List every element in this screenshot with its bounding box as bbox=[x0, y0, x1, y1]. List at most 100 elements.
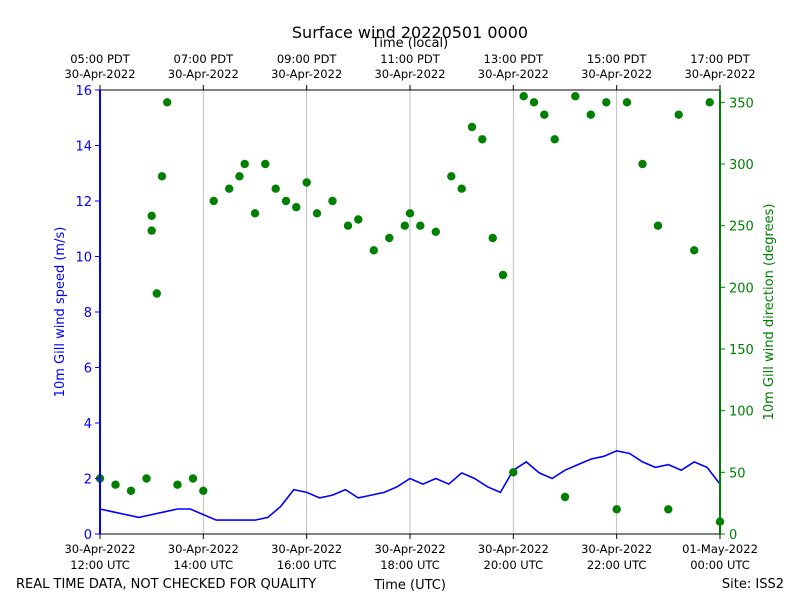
bottom-tick-time: 22:00 UTC bbox=[587, 558, 647, 572]
top-tick-date: 30-Apr-2022 bbox=[684, 67, 755, 81]
left-axis-label: 10m Gill wind speed (m/s) bbox=[53, 227, 68, 398]
wind-direction-point bbox=[664, 505, 673, 514]
wind-direction-point bbox=[147, 211, 156, 220]
left-tick-label: 12 bbox=[75, 195, 92, 210]
site-label: Site: ISS2 bbox=[722, 577, 784, 592]
top-tick-date: 30-Apr-2022 bbox=[271, 67, 342, 81]
wind-direction-point bbox=[498, 270, 508, 280]
bottom-tick-time: 18:00 UTC bbox=[380, 558, 440, 572]
bottom-tick-time: 12:00 UTC bbox=[70, 558, 130, 572]
wind-direction-point bbox=[653, 221, 663, 230]
right-tick-label: 300 bbox=[729, 158, 754, 173]
top-tick-time: 11:00 PDT bbox=[380, 52, 441, 66]
left-tick-label: 10 bbox=[75, 251, 92, 266]
left-tick-label: 8 bbox=[84, 306, 92, 321]
wind-direction-point bbox=[147, 226, 156, 235]
wind-speed-series bbox=[99, 449, 721, 521]
top-tick-time: 17:00 PDT bbox=[690, 52, 751, 66]
wind-direction-point bbox=[602, 98, 611, 107]
wind-direction-point bbox=[622, 98, 632, 107]
bottom-tick-date: 30-Apr-2022 bbox=[581, 542, 652, 556]
right-tick-label: 150 bbox=[729, 343, 754, 358]
top-axis-label: Time (local) bbox=[371, 36, 448, 51]
wind-direction-point bbox=[209, 196, 218, 206]
x-axis-label: Time (UTC) bbox=[373, 578, 446, 593]
wind-direction-point bbox=[163, 98, 172, 107]
wind-direction-point bbox=[188, 474, 198, 483]
wind-direction-point bbox=[705, 98, 714, 107]
wind-direction-point bbox=[302, 178, 311, 187]
wind-direction-point bbox=[173, 480, 182, 489]
wind-direction-point bbox=[235, 172, 244, 181]
wind-direction-point bbox=[674, 110, 683, 119]
left-tick-label: 4 bbox=[84, 417, 92, 432]
bottom-tick-time: 16:00 UTC bbox=[277, 558, 337, 572]
top-tick-time: 09:00 PDT bbox=[277, 52, 338, 66]
wind-direction-point bbox=[199, 486, 208, 495]
wind-direction-point bbox=[560, 492, 570, 502]
wind-direction-point bbox=[369, 246, 378, 255]
right-tick-label: 350 bbox=[729, 96, 754, 111]
wind-direction-point bbox=[385, 233, 394, 243]
top-tick-time: 07:00 PDT bbox=[174, 52, 235, 66]
quality-disclaimer: REAL TIME DATA, NOT CHECKED FOR QUALITY bbox=[16, 577, 316, 592]
wind-direction-point bbox=[447, 172, 456, 181]
wind-direction-point bbox=[519, 92, 528, 101]
wind-direction-point bbox=[157, 172, 167, 181]
left-tick-label: 6 bbox=[84, 362, 92, 377]
wind-direction-point bbox=[312, 209, 322, 218]
wind-direction-point bbox=[405, 209, 415, 218]
top-tick-time: 05:00 PDT bbox=[70, 52, 131, 66]
left-tick-label: 16 bbox=[75, 84, 92, 99]
top-tick-date: 30-Apr-2022 bbox=[64, 67, 135, 81]
bottom-axis-ticks: 30-Apr-2022 12:00 UTC 30-Apr-2022 14:00 UTC… bbox=[64, 534, 758, 572]
wind-direction-point bbox=[261, 159, 270, 169]
wind-direction-point bbox=[638, 159, 647, 169]
top-tick-time: 13:00 PDT bbox=[484, 52, 545, 66]
right-tick-label: 100 bbox=[729, 405, 754, 420]
wind-direction-point bbox=[457, 184, 466, 193]
wind-direction-point bbox=[612, 505, 621, 514]
right-axis-ticks: 0 50 100 150 200 250 300 350 bbox=[720, 96, 754, 543]
bottom-tick-date: 30-Apr-2022 bbox=[271, 542, 342, 556]
right-tick-label: 0 bbox=[729, 528, 737, 543]
left-tick-label: 2 bbox=[84, 473, 92, 488]
wind-direction-point bbox=[529, 98, 539, 107]
wind-direction-point bbox=[343, 221, 353, 230]
left-tick-label: 14 bbox=[75, 140, 92, 155]
right-tick-label: 50 bbox=[729, 466, 746, 481]
wind-speed-line bbox=[99, 449, 721, 521]
right-tick-label: 200 bbox=[729, 281, 754, 296]
wind-direction-point bbox=[571, 92, 580, 101]
grid-lines bbox=[202, 90, 618, 534]
wind-direction-point bbox=[431, 227, 440, 236]
wind-direction-point bbox=[271, 184, 280, 193]
wind-direction-point bbox=[416, 221, 425, 230]
right-tick-label: 250 bbox=[729, 220, 754, 235]
top-tick-date: 30-Apr-2022 bbox=[581, 67, 652, 81]
bottom-tick-date: 30-Apr-2022 bbox=[64, 542, 135, 556]
wind-direction-series bbox=[95, 92, 725, 526]
bottom-tick-date: 01-May-2022 bbox=[682, 542, 758, 556]
left-tick-label: 0 bbox=[84, 528, 92, 543]
wind-direction-point bbox=[126, 486, 136, 495]
wind-direction-point bbox=[281, 196, 291, 206]
wind-direction-point bbox=[225, 184, 234, 193]
wind-direction-point bbox=[540, 110, 549, 119]
top-tick-time: 15:00 PDT bbox=[587, 52, 648, 66]
wind-direction-point bbox=[328, 196, 337, 206]
wind-direction-point bbox=[478, 135, 487, 144]
left-axis-ticks: 0 2 4 6 8 10 12 14 16 bbox=[75, 84, 100, 543]
wind-direction-point bbox=[509, 468, 518, 477]
wind-direction-point bbox=[488, 233, 497, 243]
bottom-tick-date: 30-Apr-2022 bbox=[374, 542, 445, 556]
right-axis-label: 10m Gill wind direction (degrees) bbox=[762, 204, 777, 421]
bottom-tick-time: 00:00 UTC bbox=[690, 558, 750, 572]
bottom-tick-date: 30-Apr-2022 bbox=[168, 542, 239, 556]
bottom-tick-time: 14:00 UTC bbox=[174, 558, 234, 572]
wind-direction-point bbox=[400, 221, 409, 230]
bottom-tick-date: 30-Apr-2022 bbox=[478, 542, 549, 556]
wind-direction-point bbox=[142, 474, 151, 483]
